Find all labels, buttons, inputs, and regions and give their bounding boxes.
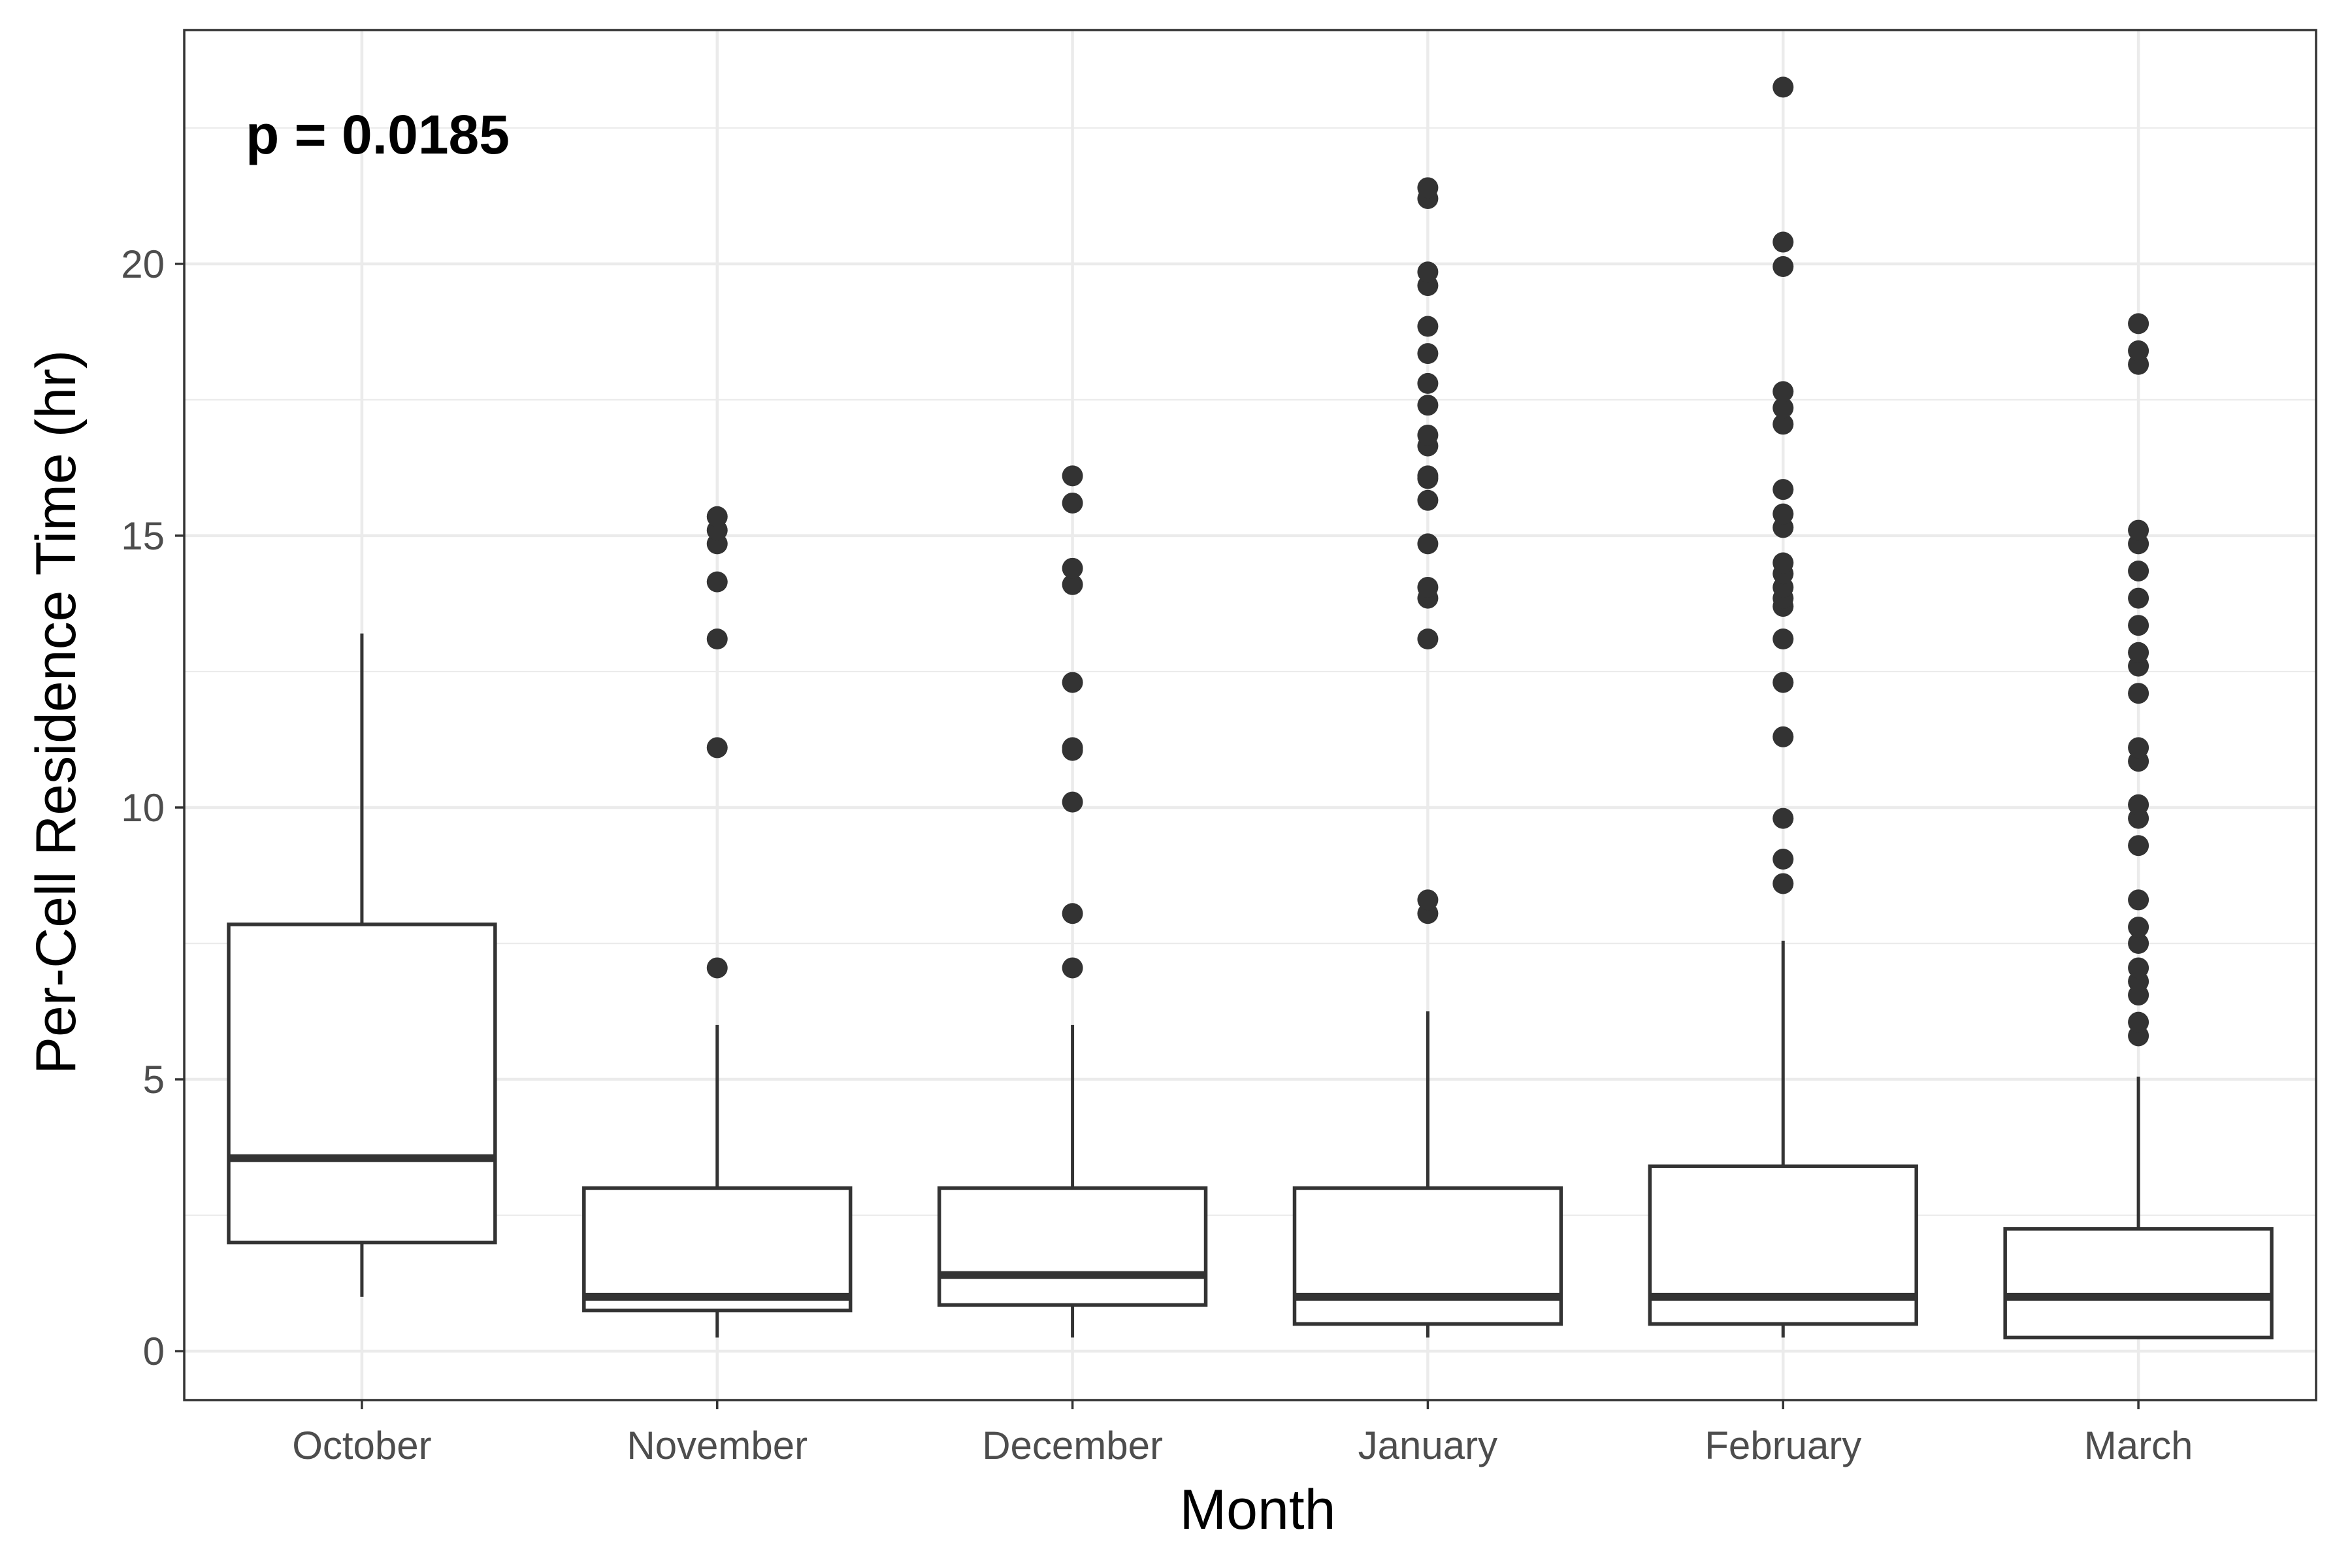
outlier-point-january — [1417, 177, 1439, 199]
outlier-point-february — [1772, 552, 1794, 574]
outlier-point-march — [2128, 313, 2149, 335]
outlier-point-march — [2128, 957, 2149, 979]
box-january — [1292, 1186, 1563, 1326]
box-march — [2003, 1227, 2274, 1340]
outlier-point-february — [1772, 231, 1794, 253]
outlier-point-january — [1417, 629, 1439, 649]
outlier-point-december — [1062, 492, 1083, 514]
outlier-point-february — [1772, 849, 1794, 870]
outlier-point-november — [706, 957, 728, 979]
outlier-point-march — [2128, 1011, 2149, 1033]
box-october — [227, 923, 497, 1245]
outlier-point-march — [2128, 794, 2149, 815]
outliers-layer — [706, 76, 2149, 1047]
outlier-point-march — [2128, 933, 2149, 954]
p-value-annotation: p = 0.0185 — [246, 104, 510, 165]
x-tick-label-february: February — [1705, 1424, 1861, 1467]
y-tick-label: 20 — [121, 242, 165, 286]
outlier-point-march — [2128, 683, 2149, 704]
outlier-point-february — [1772, 726, 1794, 747]
outlier-point-january — [1417, 316, 1439, 337]
outlier-point-february — [1772, 629, 1794, 649]
outlier-point-march — [2128, 917, 2149, 938]
boxes-layer — [227, 633, 2274, 1340]
outlier-point-november — [706, 629, 728, 649]
outlier-point-january — [1417, 533, 1439, 555]
outlier-point-february — [1772, 503, 1794, 525]
outlier-point-december — [1062, 574, 1083, 595]
outlier-point-february — [1772, 414, 1794, 435]
outlier-point-november — [706, 506, 728, 527]
outlier-point-december — [1062, 557, 1083, 579]
outlier-point-december — [1062, 791, 1083, 813]
outlier-point-february — [1772, 76, 1794, 98]
outlier-point-january — [1417, 343, 1439, 365]
x-tick-label-october: October — [292, 1424, 431, 1467]
outlier-point-november — [706, 737, 728, 759]
outlier-point-march — [2128, 340, 2149, 361]
outlier-point-january — [1417, 489, 1439, 511]
outlier-point-december — [1062, 465, 1083, 487]
y-tick-label: 0 — [143, 1330, 165, 1373]
box-december — [937, 1186, 1208, 1307]
outlier-point-march — [2128, 615, 2149, 636]
outlier-point-march — [2128, 560, 2149, 581]
outlier-point-december — [1062, 903, 1083, 924]
outlier-point-march — [2128, 737, 2149, 759]
outlier-point-january — [1417, 395, 1439, 416]
outlier-point-january — [1417, 261, 1439, 283]
x-tick-label-november: November — [627, 1424, 808, 1467]
x-tick-label-march: March — [2084, 1424, 2193, 1467]
outlier-point-february — [1772, 397, 1794, 419]
x-axis-title: Month — [1179, 1478, 1335, 1541]
x-tick-label-december: December — [982, 1424, 1163, 1467]
outlier-point-january — [1417, 465, 1439, 487]
outlier-point-december — [1062, 737, 1083, 759]
y-tick-label: 10 — [121, 786, 165, 830]
box-november — [582, 1186, 853, 1313]
outlier-point-december — [1062, 957, 1083, 979]
outlier-point-february — [1772, 255, 1794, 277]
outlier-point-march — [2128, 519, 2149, 541]
y-tick-label: 5 — [143, 1058, 165, 1102]
outlier-point-january — [1417, 424, 1439, 446]
panel-border — [183, 29, 2317, 1401]
outlier-point-february — [1772, 672, 1794, 693]
outlier-point-february — [1772, 873, 1794, 894]
outlier-point-december — [1062, 672, 1083, 693]
outlier-point-february — [1772, 808, 1794, 829]
outlier-point-january — [1417, 372, 1439, 394]
outlier-point-february — [1772, 381, 1794, 402]
y-axis-title: Per-Cell Residence Time (hr) — [25, 350, 88, 1075]
y-tick-label: 15 — [121, 514, 165, 558]
x-tick-label-january: January — [1358, 1424, 1497, 1467]
outlier-point-march — [2128, 889, 2149, 911]
outlier-point-february — [1772, 479, 1794, 500]
outlier-point-march — [2128, 642, 2149, 663]
axes-layer: 0 5 10 15 20 October November December January Fe… — [121, 242, 2193, 1467]
outlier-point-november — [706, 571, 728, 593]
outlier-point-january — [1417, 889, 1439, 911]
outlier-point-march — [2128, 835, 2149, 857]
outlier-point-march — [2128, 587, 2149, 609]
outlier-point-january — [1417, 576, 1439, 598]
